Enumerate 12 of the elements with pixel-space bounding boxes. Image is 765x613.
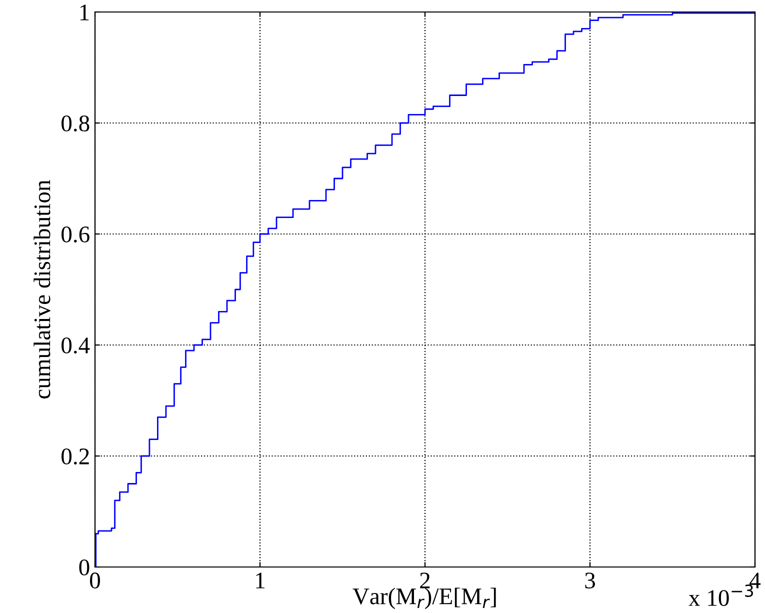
x-axis-title: Var(M$_{r}$)/E[M$_{r}$] <box>352 588 496 610</box>
y-tick-label: 0.4 <box>62 337 90 354</box>
y-tick-label: 0.6 <box>62 226 90 243</box>
y-tick-label: 0.8 <box>62 115 90 132</box>
y-axis-title: cumulative distribution <box>34 180 50 398</box>
y-tick-label: 0.2 <box>62 448 89 465</box>
x-tick-label: 1 <box>256 572 264 588</box>
x-tick-label: 0 <box>90 572 100 588</box>
y-tick-label: 1 <box>80 4 89 20</box>
x-tick-label: 2 <box>420 572 430 588</box>
y-tick-label: 0 <box>79 559 90 576</box>
x-tick-label: 3 <box>585 572 595 588</box>
